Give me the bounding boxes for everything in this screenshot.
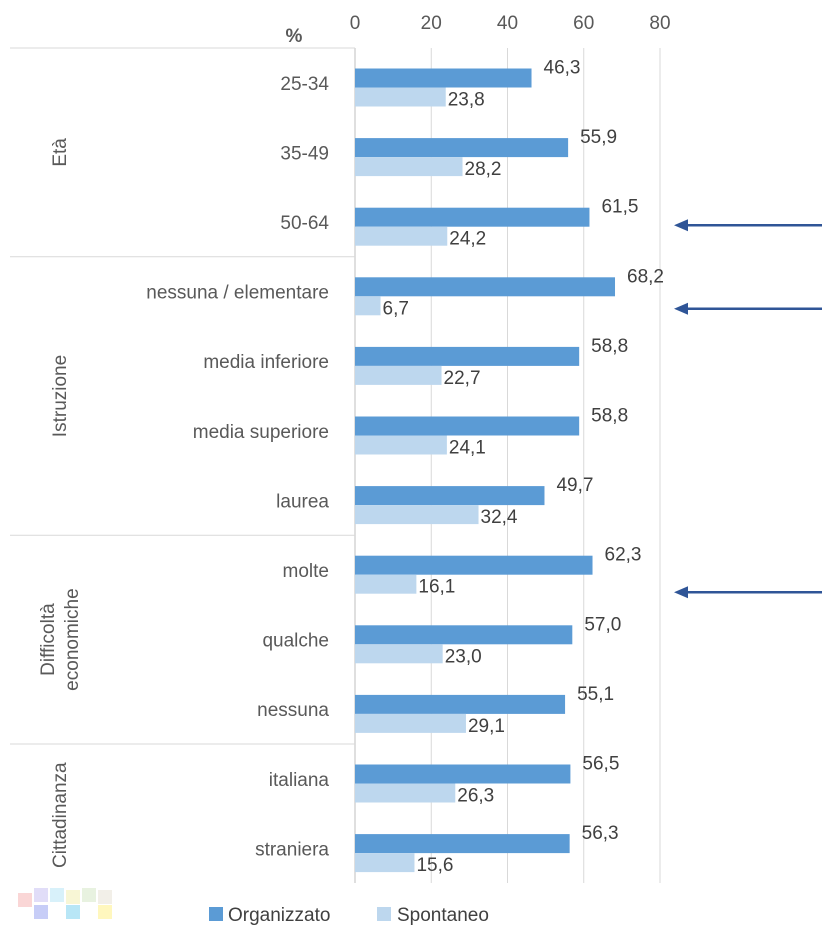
group-label: Cittadinanza (50, 762, 71, 868)
bar-spontaneo (355, 853, 415, 873)
data-label: 26,3 (457, 786, 494, 807)
decorative-logo (18, 888, 112, 919)
bar-organizzato (355, 625, 573, 645)
data-label: 32,4 (481, 507, 518, 528)
unit-label: % (286, 26, 303, 47)
bar-spontaneo (355, 713, 466, 733)
category-label: 35-49 (280, 143, 329, 164)
category-label: nessuna (257, 700, 329, 721)
group-label: Istruzione (50, 355, 71, 437)
arrow-annotations (674, 219, 822, 599)
bar-organizzato (355, 764, 571, 784)
bar-organizzato (355, 486, 545, 506)
arrow-annotation (674, 302, 822, 315)
x-tick-label: 40 (497, 13, 518, 34)
bar-organizzato (355, 277, 616, 297)
data-label: 58,8 (591, 336, 628, 357)
data-label: 68,2 (627, 266, 664, 287)
bar-organizzato (355, 207, 590, 227)
bar-spontaneo (355, 157, 463, 177)
bar-organizzato (355, 416, 580, 436)
x-tick-labels: 0 20 40 60 80 (350, 13, 671, 34)
bar-organizzato (355, 694, 566, 714)
x-tick-label: 0 (350, 13, 361, 34)
legend-swatch-organizzato (209, 907, 223, 921)
data-label: 56,3 (582, 823, 619, 844)
x-tick-label: 60 (573, 13, 594, 34)
x-tick-label: 20 (421, 13, 442, 34)
bar-spontaneo (355, 435, 447, 455)
data-label: 57,0 (584, 614, 621, 635)
axis-frame (10, 47, 356, 883)
arrow-annotation (674, 219, 822, 232)
bar-organizzato (355, 834, 570, 854)
data-label: 23,0 (445, 646, 482, 667)
data-label: 24,2 (449, 229, 486, 250)
data-label: 55,1 (577, 684, 614, 705)
x-tick-label: 80 (649, 13, 670, 34)
bar-spontaneo (355, 505, 479, 525)
data-label: 16,1 (418, 577, 455, 598)
category-labels: 25-34 35-49 50-64 nessuna / elementare media… (146, 74, 329, 861)
data-label: 29,1 (468, 716, 505, 737)
data-label: 58,8 (591, 406, 628, 427)
bars (355, 68, 616, 873)
category-label: media inferiore (203, 352, 329, 373)
category-label: 25-34 (280, 74, 329, 95)
bar-spontaneo (355, 226, 448, 246)
bar-organizzato (355, 68, 532, 88)
gridlines (430, 48, 661, 883)
data-label: 28,2 (465, 159, 502, 180)
bar-organizzato (355, 346, 580, 366)
bar-spontaneo (355, 296, 381, 316)
bar-spontaneo (355, 783, 456, 803)
group-label: Difficoltà economiche (38, 588, 83, 690)
group-labels: Età Istruzione Difficoltà economiche Cittadi… (38, 138, 83, 868)
group-label: Età (50, 138, 71, 167)
data-label: 24,1 (449, 438, 486, 459)
bar-spontaneo (355, 644, 443, 664)
data-label: 62,3 (605, 545, 642, 566)
bar-organizzato (355, 138, 569, 158)
bar-spontaneo (355, 574, 417, 594)
data-label: 46,3 (544, 58, 581, 79)
data-label: 6,7 (383, 298, 409, 319)
category-label: qualche (262, 631, 329, 652)
data-label: 55,9 (580, 127, 617, 148)
data-label: 23,8 (448, 90, 485, 111)
legend: Organizzato Spontaneo (209, 905, 489, 926)
bar-organizzato (355, 555, 593, 575)
data-label: 15,6 (416, 855, 453, 876)
data-label: 56,5 (582, 754, 619, 775)
category-label: media superiore (193, 422, 329, 443)
data-labels: 46,3 23,8 55,9 28,2 61,5 24,2 68,2 6,7 58,8 22,7 5… (383, 58, 664, 877)
legend-label-spontaneo: Spontaneo (397, 905, 489, 926)
category-label: molte (283, 561, 329, 582)
category-label: nessuna / elementare (146, 283, 329, 304)
data-label: 22,7 (444, 368, 481, 389)
bar-spontaneo (355, 365, 442, 385)
legend-swatch-spontaneo (377, 907, 391, 921)
arrow-annotation (674, 586, 822, 599)
bar-spontaneo (355, 87, 446, 107)
data-label: 61,5 (601, 197, 638, 218)
legend-label-organizzato: Organizzato (228, 905, 330, 926)
category-label: italiana (269, 770, 330, 791)
category-label: 50-64 (280, 213, 329, 234)
category-label: laurea (276, 491, 329, 512)
data-label: 49,7 (556, 475, 593, 496)
category-label: straniera (255, 839, 329, 860)
